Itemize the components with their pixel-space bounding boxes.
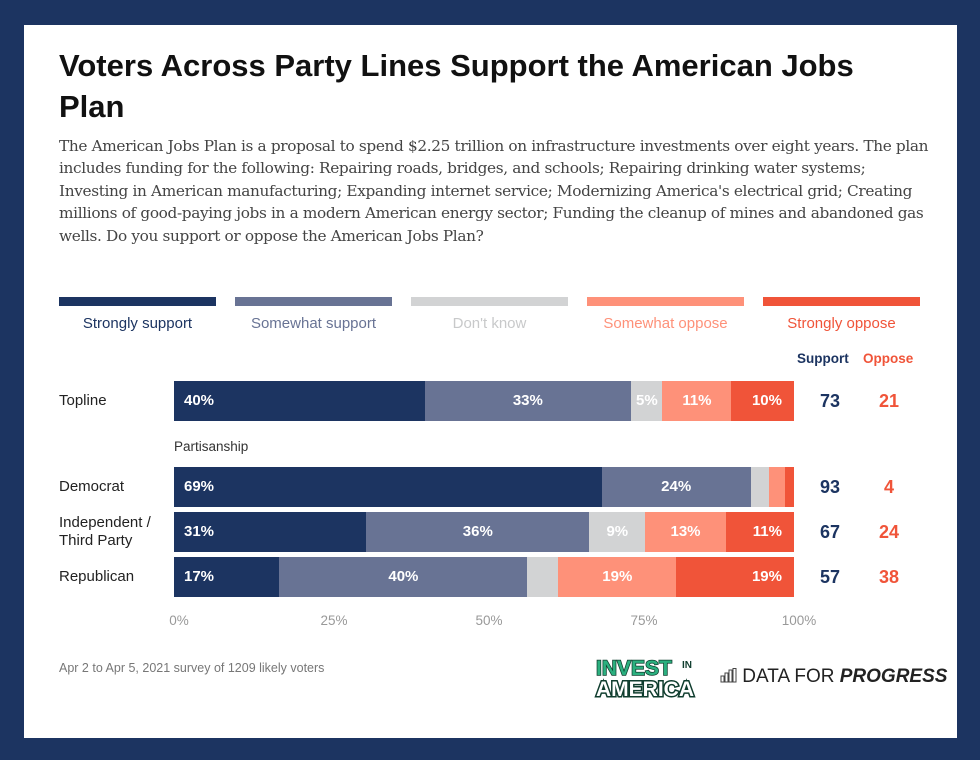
legend-swatch xyxy=(587,297,744,306)
bar-segment-somewhat-support xyxy=(279,557,528,597)
row-label: Democrat xyxy=(59,478,125,495)
invest-logo-in: IN xyxy=(682,660,692,671)
bar-segment-strongly-oppose xyxy=(731,381,794,421)
legend-swatch xyxy=(411,297,568,306)
bar-value-label: 17% xyxy=(184,568,215,585)
x-tick-label: 50% xyxy=(475,613,503,628)
legend-item-somewhat-oppose: Somewhat oppose xyxy=(587,297,744,332)
bar-value-label: 13% xyxy=(670,523,701,540)
bar-value-label: 10% xyxy=(751,392,782,409)
bar-segment-strongly-support xyxy=(174,381,425,421)
bar-segment-strongly-support xyxy=(174,512,367,552)
invest-logo-bottom: AMERICA xyxy=(596,678,694,699)
bar-value-label: 11% xyxy=(682,392,712,409)
legend-label: Somewhat support xyxy=(250,315,377,332)
dfp-plain-text: DATA FOR xyxy=(742,666,840,687)
chart-title: Voters Across Party Lines Support the Am… xyxy=(59,48,854,124)
x-tick-label: 100% xyxy=(781,613,817,628)
legend-item-dont-know: Don't know xyxy=(411,297,568,332)
stacked-bar: 40% 33% 5% 11% 10% xyxy=(174,381,794,421)
stacked-bar: 17% 40% 19% 19% xyxy=(174,557,794,597)
legend-swatch xyxy=(235,297,392,306)
invest-in-america-logo: INVEST IN AMERICA xyxy=(595,656,696,699)
bar-segment-dont-know xyxy=(527,557,559,597)
oppose-total: 21 xyxy=(878,391,900,411)
support-total: 67 xyxy=(819,522,841,542)
bar-value-label: 24% xyxy=(661,478,692,495)
bar-segment-dont-know xyxy=(589,512,646,552)
support-total: 93 xyxy=(819,477,841,497)
bar-value-label: 40% xyxy=(184,392,215,409)
bar-value-label: 9% xyxy=(606,523,629,540)
row-label: Republican xyxy=(59,568,135,585)
bar-segment-strongly-support xyxy=(174,467,602,507)
support-total: 57 xyxy=(819,567,841,587)
row-label: Independent / Third Party xyxy=(59,514,151,549)
bar-segment-somewhat-oppose xyxy=(558,557,677,597)
legend-item-strongly-oppose: Strongly oppose xyxy=(763,297,920,332)
bar-segment-somewhat-oppose xyxy=(769,467,785,507)
bar-chart-icon xyxy=(720,668,737,683)
oppose-total: 24 xyxy=(878,522,900,542)
bar-value-label: 33% xyxy=(512,392,543,409)
partisanship-group-label: Partisanship xyxy=(174,439,249,454)
chart-subtitle: The American Jobs Plan is a proposal to … xyxy=(59,137,929,245)
row-label: Topline xyxy=(59,392,107,409)
x-tick-label: 75% xyxy=(630,613,658,628)
bar-value-label: 40% xyxy=(388,568,419,585)
bar-value-label: 69% xyxy=(184,478,215,495)
x-tick-label: 0% xyxy=(169,613,189,628)
bar-segment-somewhat-support xyxy=(366,512,590,552)
bar-segment-strongly-oppose xyxy=(784,467,794,507)
survey-footnote: Apr 2 to Apr 5, 2021 survey of 1209 like… xyxy=(59,661,325,675)
dfp-bold-text: PROGRESS xyxy=(839,666,948,687)
stacked-bar: 69% 24% xyxy=(174,467,794,507)
chart-card: Voters Across Party Lines Support the Am… xyxy=(24,25,957,738)
legend-label: Strongly support xyxy=(82,315,193,332)
bar-segment-somewhat-oppose xyxy=(662,381,732,421)
data-for-progress-logo: DATA FOR PROGRESS xyxy=(720,666,947,688)
legend-item-somewhat-support: Somewhat support xyxy=(235,297,392,332)
bar-segment-strongly-oppose xyxy=(676,557,794,597)
bar-segment-dont-know xyxy=(631,381,663,421)
legend-swatch xyxy=(59,297,216,306)
bar-segment-somewhat-support xyxy=(424,381,632,421)
bar-segment-somewhat-support xyxy=(601,467,751,507)
legend-label: Strongly oppose xyxy=(787,315,896,332)
bar-segment-strongly-oppose xyxy=(725,512,794,552)
legend-item-strongly-support: Strongly support xyxy=(59,297,216,332)
bar-value-label: 36% xyxy=(462,523,493,540)
support-total: 73 xyxy=(819,391,841,411)
legend-label: Somewhat oppose xyxy=(603,315,728,332)
bar-value-label: 19% xyxy=(751,568,782,585)
bar-segment-somewhat-oppose xyxy=(645,512,726,552)
oppose-total: 4 xyxy=(883,477,894,497)
support-column-header: Support xyxy=(797,351,849,366)
bar-value-label: 11% xyxy=(752,523,782,540)
bar-segment-strongly-support xyxy=(174,557,280,597)
bar-value-label: 31% xyxy=(184,523,215,540)
oppose-column-header: Oppose xyxy=(863,351,914,366)
invest-logo-top: INVEST xyxy=(596,657,672,680)
bar-value-label: 19% xyxy=(602,568,633,585)
bar-value-label: 5% xyxy=(635,392,658,409)
bar-segment-dont-know xyxy=(750,467,770,507)
oppose-total: 38 xyxy=(878,567,900,587)
x-tick-label: 25% xyxy=(320,613,348,628)
legend-swatch xyxy=(763,297,920,306)
stacked-bar: 31% 36% 9% 13% 11% xyxy=(174,512,794,552)
legend-label: Don't know xyxy=(452,315,527,332)
